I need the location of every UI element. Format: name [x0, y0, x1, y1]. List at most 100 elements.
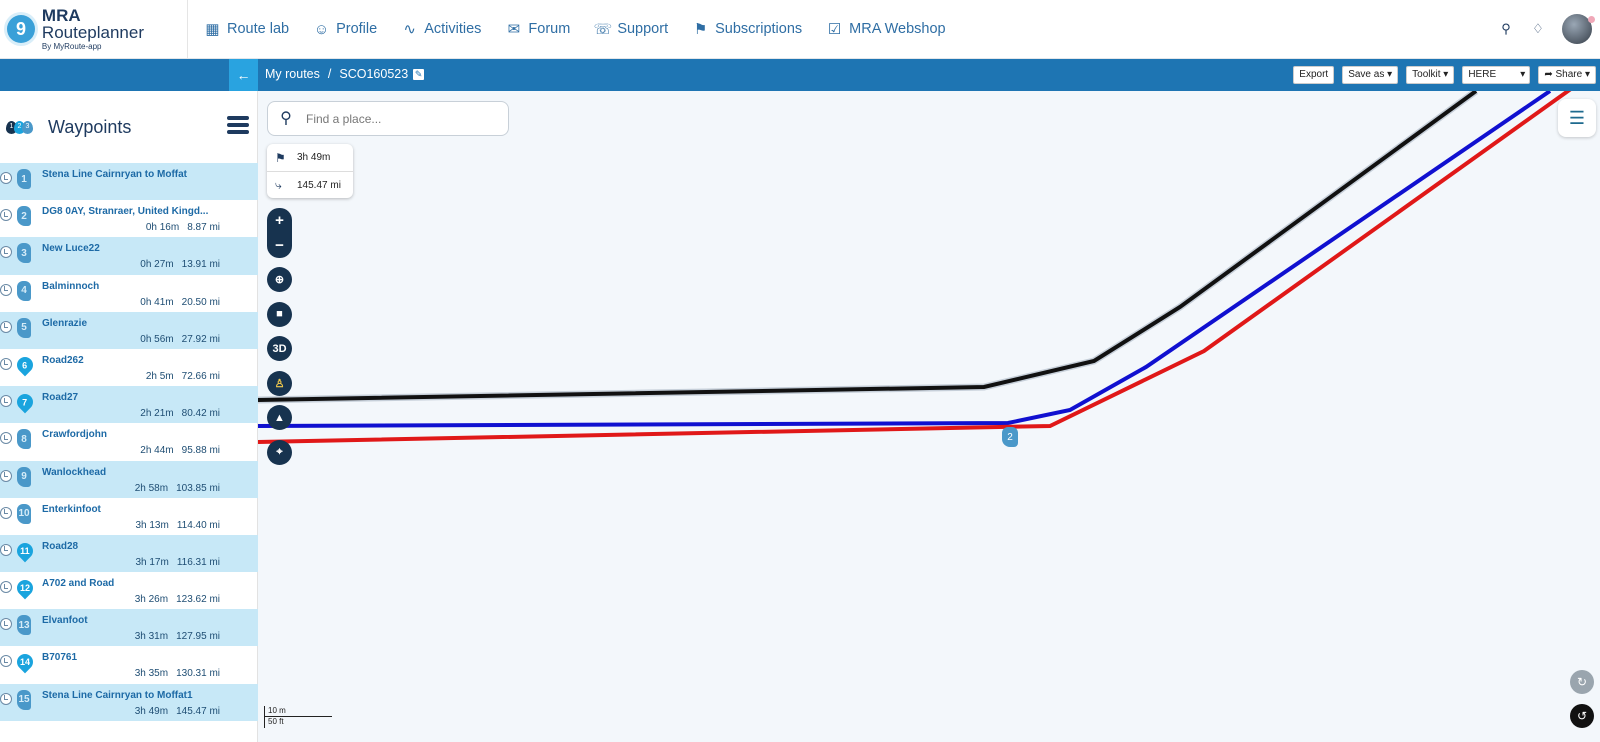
clock-icon[interactable] [0, 432, 12, 445]
waypoint-name[interactable]: New Luce22 [42, 243, 100, 255]
waypoint-hand-icon[interactable]: 10 [17, 503, 31, 524]
waypoint-distance: 20.50 mi [181, 296, 220, 308]
search-icon[interactable]: ⚲ [1501, 21, 1511, 36]
chat-icon: ✉ [507, 21, 521, 38]
waypoint-name[interactable]: Road262 [42, 354, 84, 366]
nav-support[interactable]: ☏ Support [593, 21, 668, 38]
map-view[interactable]: 2 ⚲ ⚑3h 49m ⤷145.47 mi + − ⊕ ■ 3D ♙ ▲ ⌖ … [258, 91, 1600, 742]
waypoint-name[interactable]: Wanlockhead [42, 466, 107, 478]
clock-icon[interactable] [0, 655, 12, 668]
search-input[interactable] [306, 111, 496, 126]
clock-icon[interactable] [0, 246, 12, 259]
avatar[interactable] [1562, 14, 1595, 44]
waypoint-hand-icon[interactable]: 15 [17, 689, 31, 710]
waypoint-row[interactable]: 12 A702 and Road 3h 26m 123.62 mi [0, 572, 258, 609]
save-as-button[interactable]: Save as ▾ [1342, 66, 1399, 84]
nav-route-lab[interactable]: ▦ Route lab [204, 21, 289, 38]
clock-icon[interactable] [0, 581, 12, 594]
waypoint-distance: 123.62 mi [176, 594, 220, 606]
clock-icon[interactable] [0, 506, 12, 519]
clock-icon[interactable] [0, 209, 12, 222]
waypoint-pin-icon[interactable]: 11 [13, 539, 37, 563]
bell-icon[interactable]: ♢ [1532, 21, 1544, 36]
edit-icon[interactable]: ✎ [413, 68, 425, 80]
waypoint-name[interactable]: B70761 [42, 652, 78, 664]
waypoint-row[interactable]: 11 Road28 3h 17m 116.31 mi [0, 534, 258, 573]
waypoint-number: 8 [21, 433, 27, 445]
waypoint-hand-icon[interactable]: 9 [17, 466, 31, 487]
clock-icon[interactable] [0, 357, 12, 370]
waypoint-name[interactable]: Stena Line Cairnryan to Moffat [42, 169, 188, 180]
waypoint-row[interactable]: 14 B70761 3h 35m 130.31 mi [0, 646, 258, 683]
waypoint-name[interactable]: Crawfordjohn [42, 429, 107, 441]
clock-icon[interactable] [0, 618, 12, 631]
waypoint-name[interactable]: Stena Line Cairnryan to Moffat1 [42, 689, 193, 701]
street-view-icon[interactable]: ♙ [267, 370, 292, 396]
waypoint-hand-icon[interactable]: 2 [17, 206, 31, 227]
waypoint-name[interactable]: Road28 [42, 540, 79, 552]
nav-activities[interactable]: ∿ Activities [401, 21, 481, 38]
clock-icon[interactable] [0, 283, 12, 296]
toolkit-button[interactable]: Toolkit ▾ [1406, 66, 1455, 84]
waypoint-row[interactable]: 10 Enterkinfoot 3h 13m 114.40 mi [0, 498, 258, 535]
back-arrow-icon[interactable]: ← [229, 59, 258, 91]
waypoint-row[interactable]: 6 Road262 2h 5m 72.66 mi [0, 349, 258, 386]
app-logo[interactable]: 9 MRA Routeplanner By MyRoute-app [0, 0, 188, 59]
map-provider-select[interactable]: HERE [1462, 66, 1531, 84]
locate-icon[interactable]: ⌖ [267, 439, 292, 465]
waypoint-hand-icon[interactable]: 1 [17, 169, 31, 189]
logo-subtitle: By MyRoute-app [41, 42, 102, 51]
waypoint-pin-icon[interactable]: 12 [13, 576, 37, 600]
waypoint-time: 3h 35m [134, 668, 169, 680]
clock-icon[interactable] [0, 543, 12, 556]
map-waypoint-marker[interactable]: 2 [1002, 427, 1018, 447]
breadcrumb-my-routes[interactable]: My routes [265, 67, 320, 81]
waypoint-row[interactable]: 2 DG8 0AY, Stranraer, United Kingd... 0h 1… [0, 200, 258, 237]
nav-forum[interactable]: ✉ Forum [505, 21, 571, 38]
waypoint-name[interactable]: DG8 0AY, Stranraer, United Kingd... [42, 206, 209, 218]
waypoint-name[interactable]: A702 and Road [42, 578, 115, 590]
clock-icon[interactable] [0, 692, 12, 705]
waypoint-hand-icon[interactable]: 13 [17, 615, 31, 636]
waypoint-name[interactable]: Elvanfoot [42, 615, 88, 627]
waypoint-row[interactable]: 9 Wanlockhead 2h 58m 103.85 mi [0, 460, 258, 498]
waypoint-name[interactable]: Glenrazie [42, 317, 88, 329]
share-button[interactable]: ➦ Share ▾ [1538, 66, 1596, 84]
undo-icon[interactable]: ↺ [1570, 704, 1594, 728]
waypoint-row[interactable]: 1 Stena Line Cairnryan to Moffat [0, 163, 258, 201]
waypoint-name[interactable]: Enterkinfoot [42, 503, 101, 515]
waypoint-row[interactable]: 5 Glenrazie 0h 56m 27.92 mi [0, 311, 258, 349]
waypoint-row[interactable]: 3 New Luce22 0h 27m 13.91 mi [0, 237, 258, 275]
clock-icon[interactable] [0, 395, 12, 408]
3d-button[interactable]: 3D [267, 336, 292, 361]
clock-icon[interactable] [0, 320, 12, 333]
waypoint-name[interactable]: Balminnoch [42, 280, 100, 292]
add-waypoint-icon[interactable]: ⊕ [267, 267, 292, 292]
waypoint-row[interactable]: 4 Balminnoch 0h 41m 20.50 mi [0, 275, 258, 312]
waypoint-row[interactable]: 8 Crawfordjohn 2h 44m 95.88 mi [0, 423, 258, 460]
waypoint-hand-icon[interactable]: 4 [17, 280, 31, 301]
waypoint-row[interactable]: 7 Road27 2h 21m 80.42 mi [0, 386, 258, 424]
refresh-icon[interactable]: ↻ [1570, 670, 1594, 694]
waypoint-hand-icon[interactable]: 3 [17, 243, 31, 264]
zoom-out-button[interactable]: − [275, 237, 284, 254]
elevation-chart-icon[interactable]: ▲ [267, 405, 292, 430]
export-button[interactable]: Export [1293, 66, 1335, 84]
menu-icon[interactable] [227, 116, 249, 138]
waypoint-pin-icon[interactable]: 6 [13, 353, 37, 377]
nav-profile[interactable]: ☺ Profile [313, 21, 377, 38]
waypoint-hand-icon[interactable]: 8 [17, 429, 31, 450]
waypoint-pin-icon[interactable]: 7 [13, 390, 37, 414]
layers-icon[interactable]: ☰ [1558, 99, 1596, 137]
waypoint-row[interactable]: 13 Elvanfoot 3h 31m 127.95 mi [0, 609, 258, 647]
clock-icon[interactable] [0, 172, 12, 184]
waypoint-hand-icon[interactable]: 5 [17, 317, 31, 338]
zoom-in-button[interactable]: + [275, 212, 284, 229]
clock-icon[interactable] [0, 469, 12, 482]
nav-subscriptions[interactable]: ⚑ Subscriptions [692, 21, 802, 38]
waypoint-row[interactable]: 15 Stena Line Cairnryan to Moffat1 3h 49m 1… [0, 683, 258, 721]
lock-icon[interactable]: ■ [267, 301, 292, 327]
nav-webshop[interactable]: ☑ MRA Webshop [826, 21, 946, 38]
waypoint-name[interactable]: Road27 [42, 392, 79, 404]
waypoint-pin-icon[interactable]: 14 [13, 651, 37, 674]
